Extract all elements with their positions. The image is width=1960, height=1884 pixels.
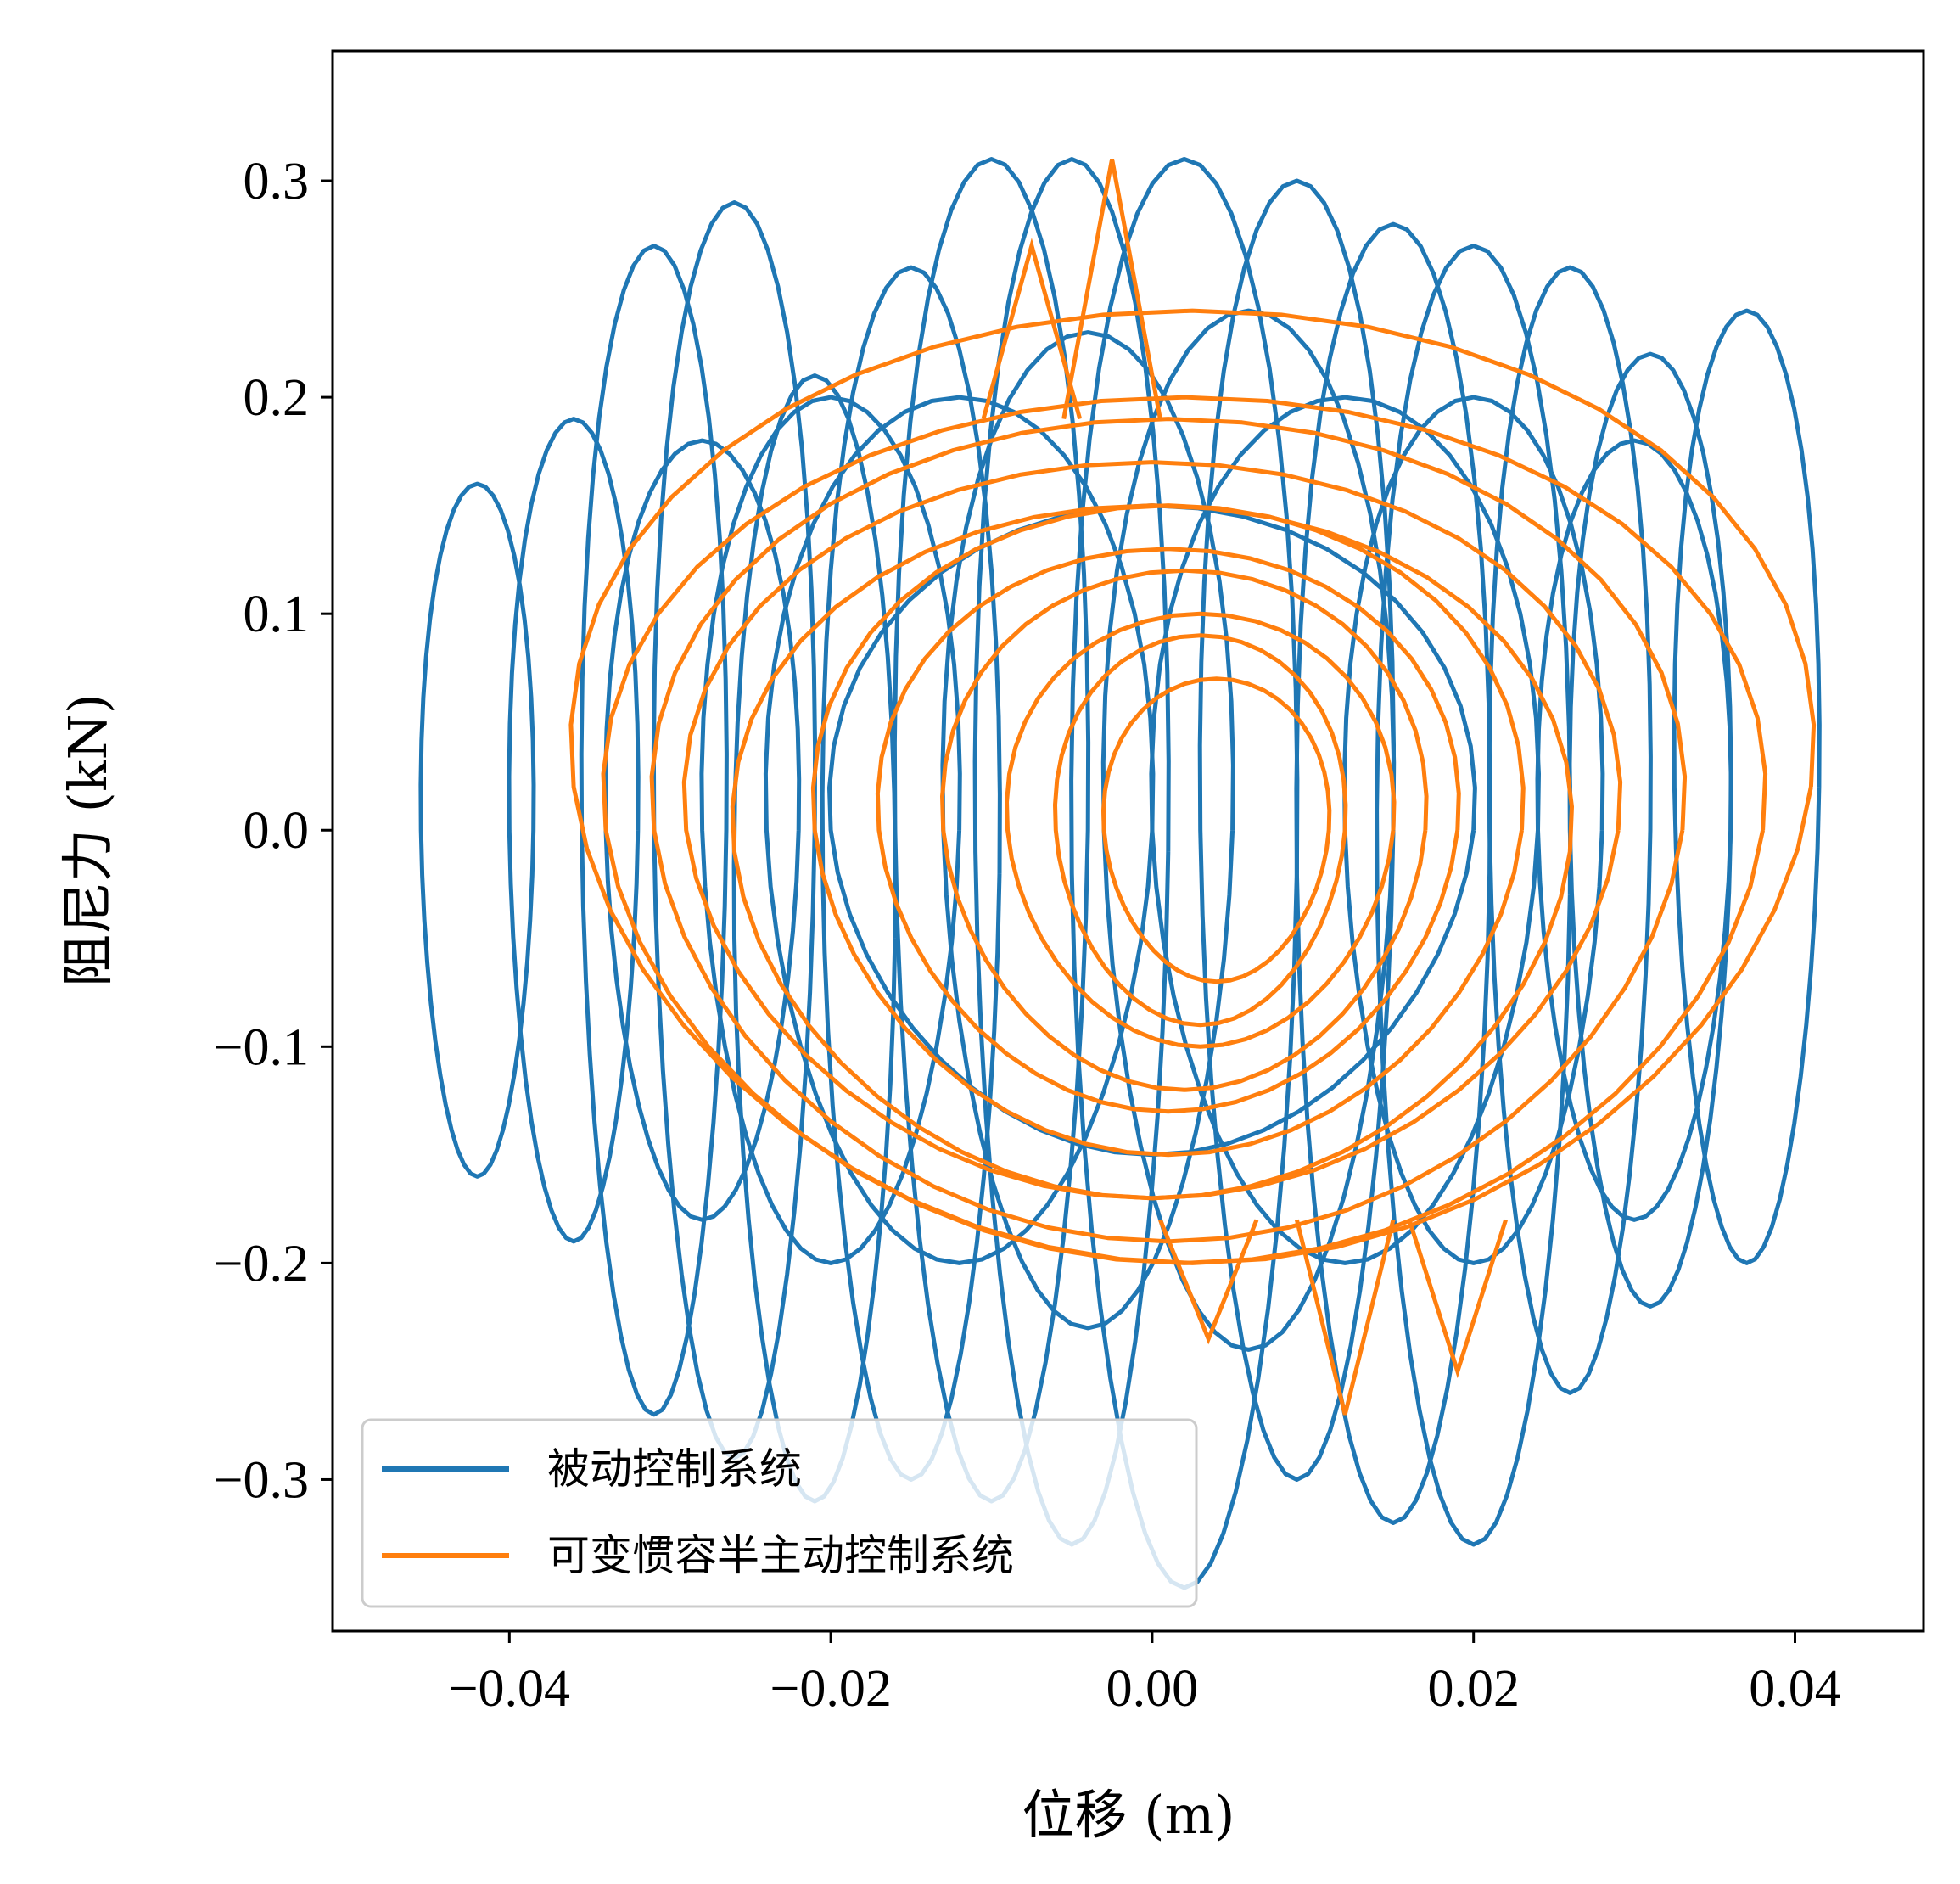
y-tick-label: −0.3 bbox=[214, 1451, 309, 1509]
series-0-loop bbox=[699, 395, 962, 1265]
series-0-loop bbox=[418, 481, 536, 1179]
series-1-loop bbox=[1053, 633, 1348, 1028]
series-1-loop bbox=[601, 395, 1768, 1265]
series-1-loop bbox=[681, 460, 1623, 1201]
series-0-loop bbox=[1535, 438, 1733, 1222]
x-axis-label: 位移 (m) bbox=[1022, 1784, 1235, 1846]
y-axis-label: 阻尼力 (kN) bbox=[57, 693, 119, 987]
series-1-spike bbox=[1294, 1219, 1396, 1416]
series-1-loop bbox=[1005, 611, 1397, 1049]
x-tick-label: 0.00 bbox=[1106, 1660, 1199, 1718]
x-tick-label: −0.04 bbox=[449, 1660, 570, 1718]
series-1 bbox=[568, 159, 1817, 1416]
y-tick-label: 0.1 bbox=[244, 586, 310, 643]
x-tick-label: 0.04 bbox=[1749, 1660, 1841, 1718]
series-0-loop bbox=[1487, 265, 1653, 1395]
series-1-spike bbox=[981, 238, 1083, 420]
series-1-loop bbox=[1101, 676, 1332, 984]
y-tick-label: 0.0 bbox=[244, 802, 310, 860]
series-1-loop bbox=[940, 568, 1429, 1092]
series-1-spike bbox=[1158, 1219, 1259, 1345]
series-0-loop bbox=[827, 503, 1477, 1158]
series-0-loop bbox=[1149, 395, 1541, 1265]
y-tick-label: 0.3 bbox=[244, 153, 310, 210]
legend-label-semiactive: 可变惯容半主动控制系统 bbox=[547, 1531, 1014, 1580]
y-tick-label: −0.2 bbox=[214, 1235, 309, 1292]
legend-label-passive: 被动控制系统 bbox=[547, 1444, 802, 1494]
legend-box bbox=[361, 1418, 1198, 1608]
plot-frame bbox=[331, 49, 1925, 1633]
series-1-loop bbox=[730, 503, 1574, 1201]
series-1-loop bbox=[875, 547, 1461, 1114]
series-1-loop bbox=[810, 503, 1526, 1158]
series-1-loop bbox=[568, 308, 1817, 1265]
x-tick-label: 0.02 bbox=[1427, 1660, 1520, 1718]
series-0-loop bbox=[507, 417, 641, 1244]
series-0-loop bbox=[892, 157, 1091, 1504]
legend: 被动控制系统 可变惯容半主动控制系统 bbox=[361, 1418, 1198, 1608]
series-0-loop bbox=[1069, 157, 1300, 1590]
series-0 bbox=[418, 157, 1822, 1590]
series-0-loop bbox=[763, 395, 1156, 1265]
y-tick-label: −0.1 bbox=[214, 1018, 309, 1076]
series-layer bbox=[418, 157, 1822, 1590]
series-1-spike bbox=[1061, 159, 1162, 420]
x-axis-ticks: −0.04 −0.02 0.00 0.02 0.04 bbox=[449, 1631, 1841, 1718]
series-1-spike bbox=[1407, 1219, 1508, 1379]
series-1-loop bbox=[649, 417, 1688, 1244]
series-0-loop bbox=[1672, 308, 1822, 1265]
y-axis-ticks: 0.3 0.2 0.1 0.0 −0.1 −0.2 −0.3 bbox=[214, 153, 333, 1509]
series-0-loop bbox=[1294, 221, 1492, 1525]
x-tick-label: −0.02 bbox=[770, 1660, 891, 1718]
y-tick-label: 0.2 bbox=[244, 369, 310, 427]
